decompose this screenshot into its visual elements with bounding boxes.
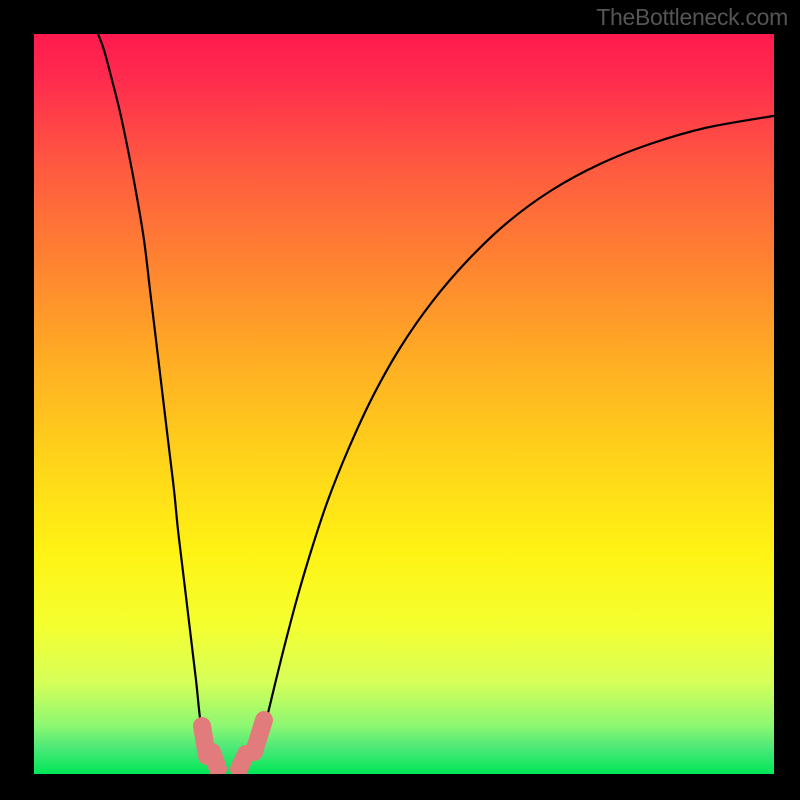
plot-area [34, 34, 774, 774]
marker-capsule-1 [212, 752, 218, 769]
curve-overlay [34, 34, 774, 774]
watermark-text: TheBottleneck.com [596, 4, 788, 31]
curve-left-branch [98, 34, 208, 760]
marker-capsule-3 [254, 720, 264, 752]
curve-right-branch [252, 116, 773, 760]
marker-capsule-2 [239, 754, 246, 769]
